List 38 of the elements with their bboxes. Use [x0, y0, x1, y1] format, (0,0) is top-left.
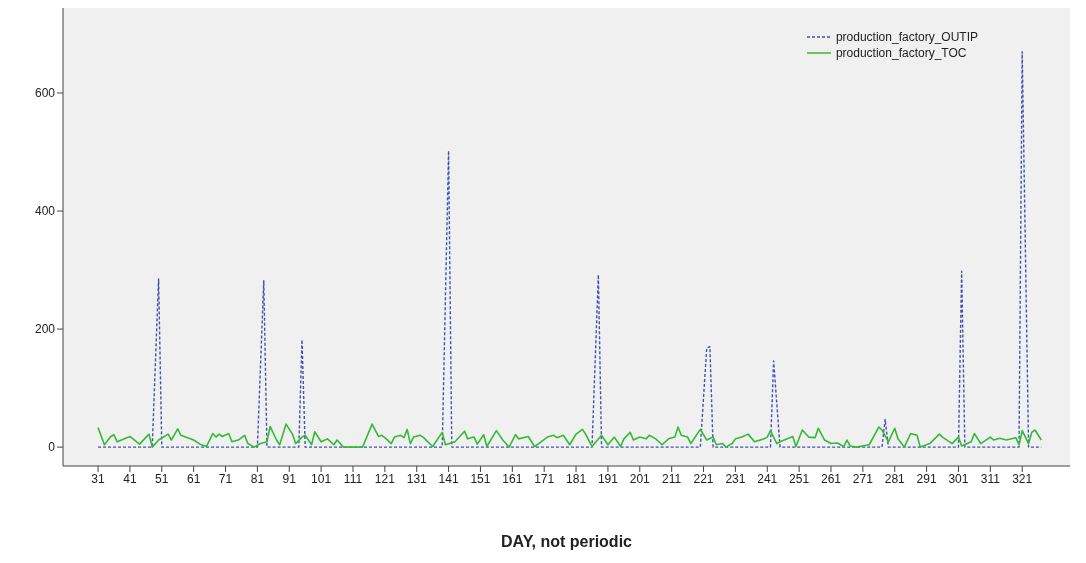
x-tick-label: 41: [123, 471, 137, 486]
x-tick-label: 181: [566, 471, 587, 486]
x-tick-label: 261: [820, 471, 842, 486]
x-tick-label: 171: [534, 471, 555, 486]
x-tick-label: 301: [948, 471, 969, 486]
x-tick-label: 101: [311, 471, 332, 486]
x-tick-label: 221: [693, 471, 714, 486]
x-tick-label: 51: [155, 471, 169, 486]
x-tick-label: 241: [757, 471, 778, 486]
x-tick-label: 191: [597, 471, 619, 486]
x-tick-label: 121: [374, 471, 396, 486]
x-tick-label: 91: [282, 471, 297, 486]
x-tick-label: 291: [916, 471, 937, 486]
x-tick-label: 31: [91, 471, 106, 486]
x-tick-label: 61: [186, 471, 201, 486]
x-tick-label: 201: [629, 471, 651, 486]
x-tick-label: 111: [343, 471, 363, 486]
x-tick-label: 141: [438, 471, 459, 486]
line-series: [97, 423, 1043, 448]
x-tick-label: 231: [725, 471, 746, 486]
legend-label: production_factory_TOC: [835, 46, 967, 60]
x-tick-label: 161: [502, 471, 523, 486]
y-tick-label: 600: [34, 86, 56, 101]
legend-label: production_factory_OUTIP: [835, 30, 978, 44]
x-tick-label: 311: [980, 471, 1001, 486]
x-tick-label: 151: [470, 471, 491, 486]
x-axis-title: DAY, not periodic: [500, 533, 633, 551]
x-tick-label: 131: [406, 471, 428, 486]
y-tick-label: 400: [34, 204, 56, 219]
y-tick-label: 200: [34, 322, 56, 337]
x-tick-label: 211: [662, 471, 682, 486]
x-tick-label: 281: [884, 471, 906, 486]
x-tick-label: 71: [218, 471, 233, 486]
y-tick-label: 0: [48, 440, 56, 455]
x-tick-label: 321: [1012, 471, 1033, 486]
x-tick-label: 271: [852, 471, 874, 486]
x-tick-label: 81: [250, 471, 265, 486]
x-tick-label: 251: [789, 471, 810, 486]
